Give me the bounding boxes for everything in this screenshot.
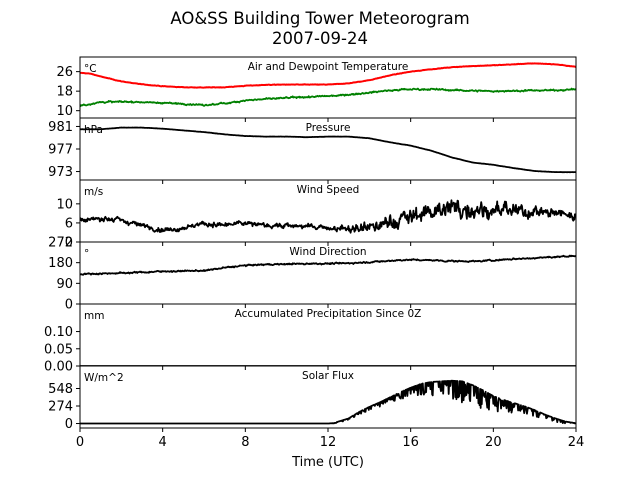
x-tick-label: 16 bbox=[402, 435, 419, 450]
panel-title: Accumulated Precipitation Since 0Z bbox=[235, 308, 422, 320]
y-tick-label: 10 bbox=[56, 197, 73, 212]
panel-unit-label: ° bbox=[84, 248, 89, 260]
y-tick-label: 0.10 bbox=[44, 325, 73, 340]
y-tick-label: 0 bbox=[65, 298, 73, 313]
y-tick-label: 180 bbox=[48, 256, 73, 271]
x-axis-label: Time (UTC) bbox=[291, 455, 364, 470]
y-tick-label: 977 bbox=[48, 143, 73, 158]
series-line-0-0 bbox=[80, 62, 576, 89]
x-tick-label: 24 bbox=[568, 435, 585, 450]
x-tick-label: 0 bbox=[76, 435, 84, 450]
panel-5: 548 274 0 W/m^2 Solar Flux bbox=[48, 365, 577, 432]
panel-unit-label: m/s bbox=[84, 186, 103, 198]
panel-unit-label: mm bbox=[84, 310, 104, 322]
y-tick-label: 0 bbox=[65, 417, 73, 432]
y-tick-label: 90 bbox=[56, 277, 73, 292]
y-tick-label: 0.00 bbox=[44, 360, 73, 375]
series-line-5-0 bbox=[80, 379, 576, 425]
panel-2: 10 6 2 m/s Wind Speed bbox=[56, 179, 577, 251]
y-tick-label: 270 bbox=[48, 236, 73, 251]
panel-unit-label: hPa bbox=[84, 124, 103, 136]
x-axis: 0 4 8 12 16 20 24 bbox=[76, 435, 584, 450]
x-tick-label: 8 bbox=[241, 435, 249, 450]
panel-unit-label: °C bbox=[84, 63, 97, 75]
series-line-1-0 bbox=[80, 126, 576, 174]
figure-title-line1: AO&SS Building Tower Meteorogram bbox=[170, 9, 469, 28]
y-tick-label: 2 bbox=[65, 236, 73, 251]
x-tick-label: 12 bbox=[320, 435, 337, 450]
panel-title: Wind Direction bbox=[289, 246, 366, 258]
series-line-0-1 bbox=[80, 87, 576, 107]
y-tick-label: 18 bbox=[56, 85, 73, 100]
panel-1: 981 977 973 hPa Pressure bbox=[48, 117, 577, 184]
y-tick-label: 981 bbox=[48, 120, 73, 135]
series-line-2-0 bbox=[80, 199, 576, 234]
series-line-3-0 bbox=[80, 254, 576, 276]
panel-unit-label: W/m^2 bbox=[84, 372, 124, 384]
y-tick-label: 10 bbox=[56, 104, 73, 119]
y-tick-label: 973 bbox=[48, 165, 73, 180]
panel-title: Air and Dewpoint Temperature bbox=[248, 61, 409, 73]
panel-0: 26 18 10 °C Air and Dewpoint Temperature bbox=[56, 56, 577, 122]
y-tick-label: 274 bbox=[48, 400, 73, 415]
panel-title: Solar Flux bbox=[302, 370, 354, 382]
figure-title-line2: 2007-09-24 bbox=[272, 29, 368, 48]
y-tick-label: 548 bbox=[48, 382, 73, 397]
panel-4: 0.10 0.05 0.00 mm Accumulated Precipitation … bbox=[44, 303, 577, 375]
y-tick-label: 6 bbox=[65, 216, 73, 231]
panel-3: 270 180 90 0 ° Wind Direction bbox=[48, 236, 577, 313]
y-tick-label: 26 bbox=[56, 65, 73, 80]
x-tick-label: 20 bbox=[485, 435, 502, 450]
panel-title: Wind Speed bbox=[297, 184, 360, 196]
panel-title: Pressure bbox=[306, 122, 351, 134]
y-tick-label: 0.05 bbox=[44, 342, 73, 357]
x-tick-label: 4 bbox=[159, 435, 167, 450]
